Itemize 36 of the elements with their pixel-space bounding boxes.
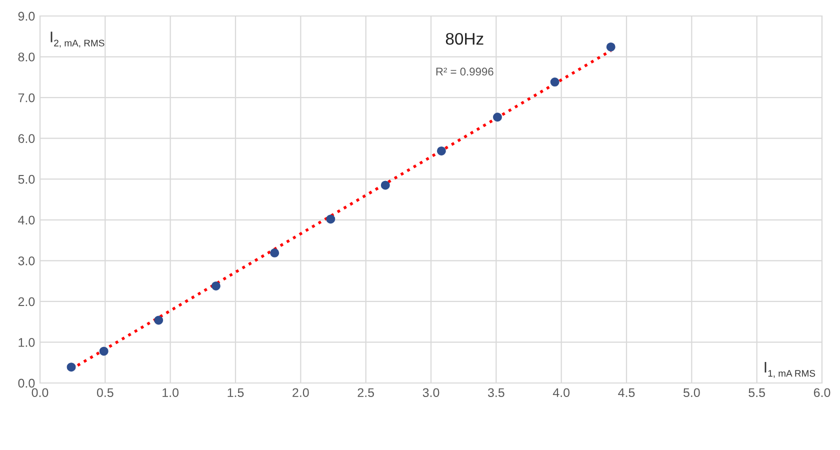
y-tick-label: 5.0: [18, 174, 35, 184]
point: [154, 316, 164, 325]
y-tick-label: 2.0: [18, 297, 35, 306]
x-tick-label: 3.0: [422, 388, 440, 398]
x-tick-label: 4.0: [552, 388, 570, 398]
point: [211, 281, 220, 290]
x-tick-label: 0.5: [96, 388, 114, 398]
x-tick-label: 5.0: [683, 388, 700, 398]
x-tick-label: 1.5: [228, 388, 244, 398]
point: [326, 214, 336, 224]
x-tick-label: 3.5: [488, 388, 504, 398]
x-tick-label: 2.5: [358, 388, 374, 398]
point: [99, 346, 108, 356]
y-tick-label: 3.0: [18, 256, 35, 266]
x-tick-label: 4.5: [618, 388, 635, 398]
point: [66, 362, 76, 372]
y-tick-label: 6.0: [18, 134, 35, 143]
x-tick-label: 6.0: [814, 388, 830, 398]
y-tick-label: 8.0: [18, 52, 35, 62]
point: [550, 78, 560, 87]
y-tick-label: 0.0: [18, 378, 35, 388]
y-tick-label: 4.0: [18, 216, 35, 225]
point: [436, 146, 446, 156]
point: [270, 248, 280, 258]
x-tick-label: 5.5: [748, 388, 765, 398]
point: [492, 112, 502, 122]
point: [380, 180, 390, 190]
x-tick-label: 0.0: [32, 388, 48, 398]
x-tick-label: 1.0: [162, 388, 179, 398]
annotation: R² = 0.9996: [436, 68, 494, 76]
text: 80Hz: [446, 32, 484, 45]
point: [606, 42, 616, 52]
y-tick-label: 1.0: [18, 338, 35, 347]
y-tick-label: 9.0: [18, 12, 35, 21]
y-tick-label: 7.0: [18, 93, 35, 102]
x-tick-label: 2.0: [292, 388, 309, 398]
